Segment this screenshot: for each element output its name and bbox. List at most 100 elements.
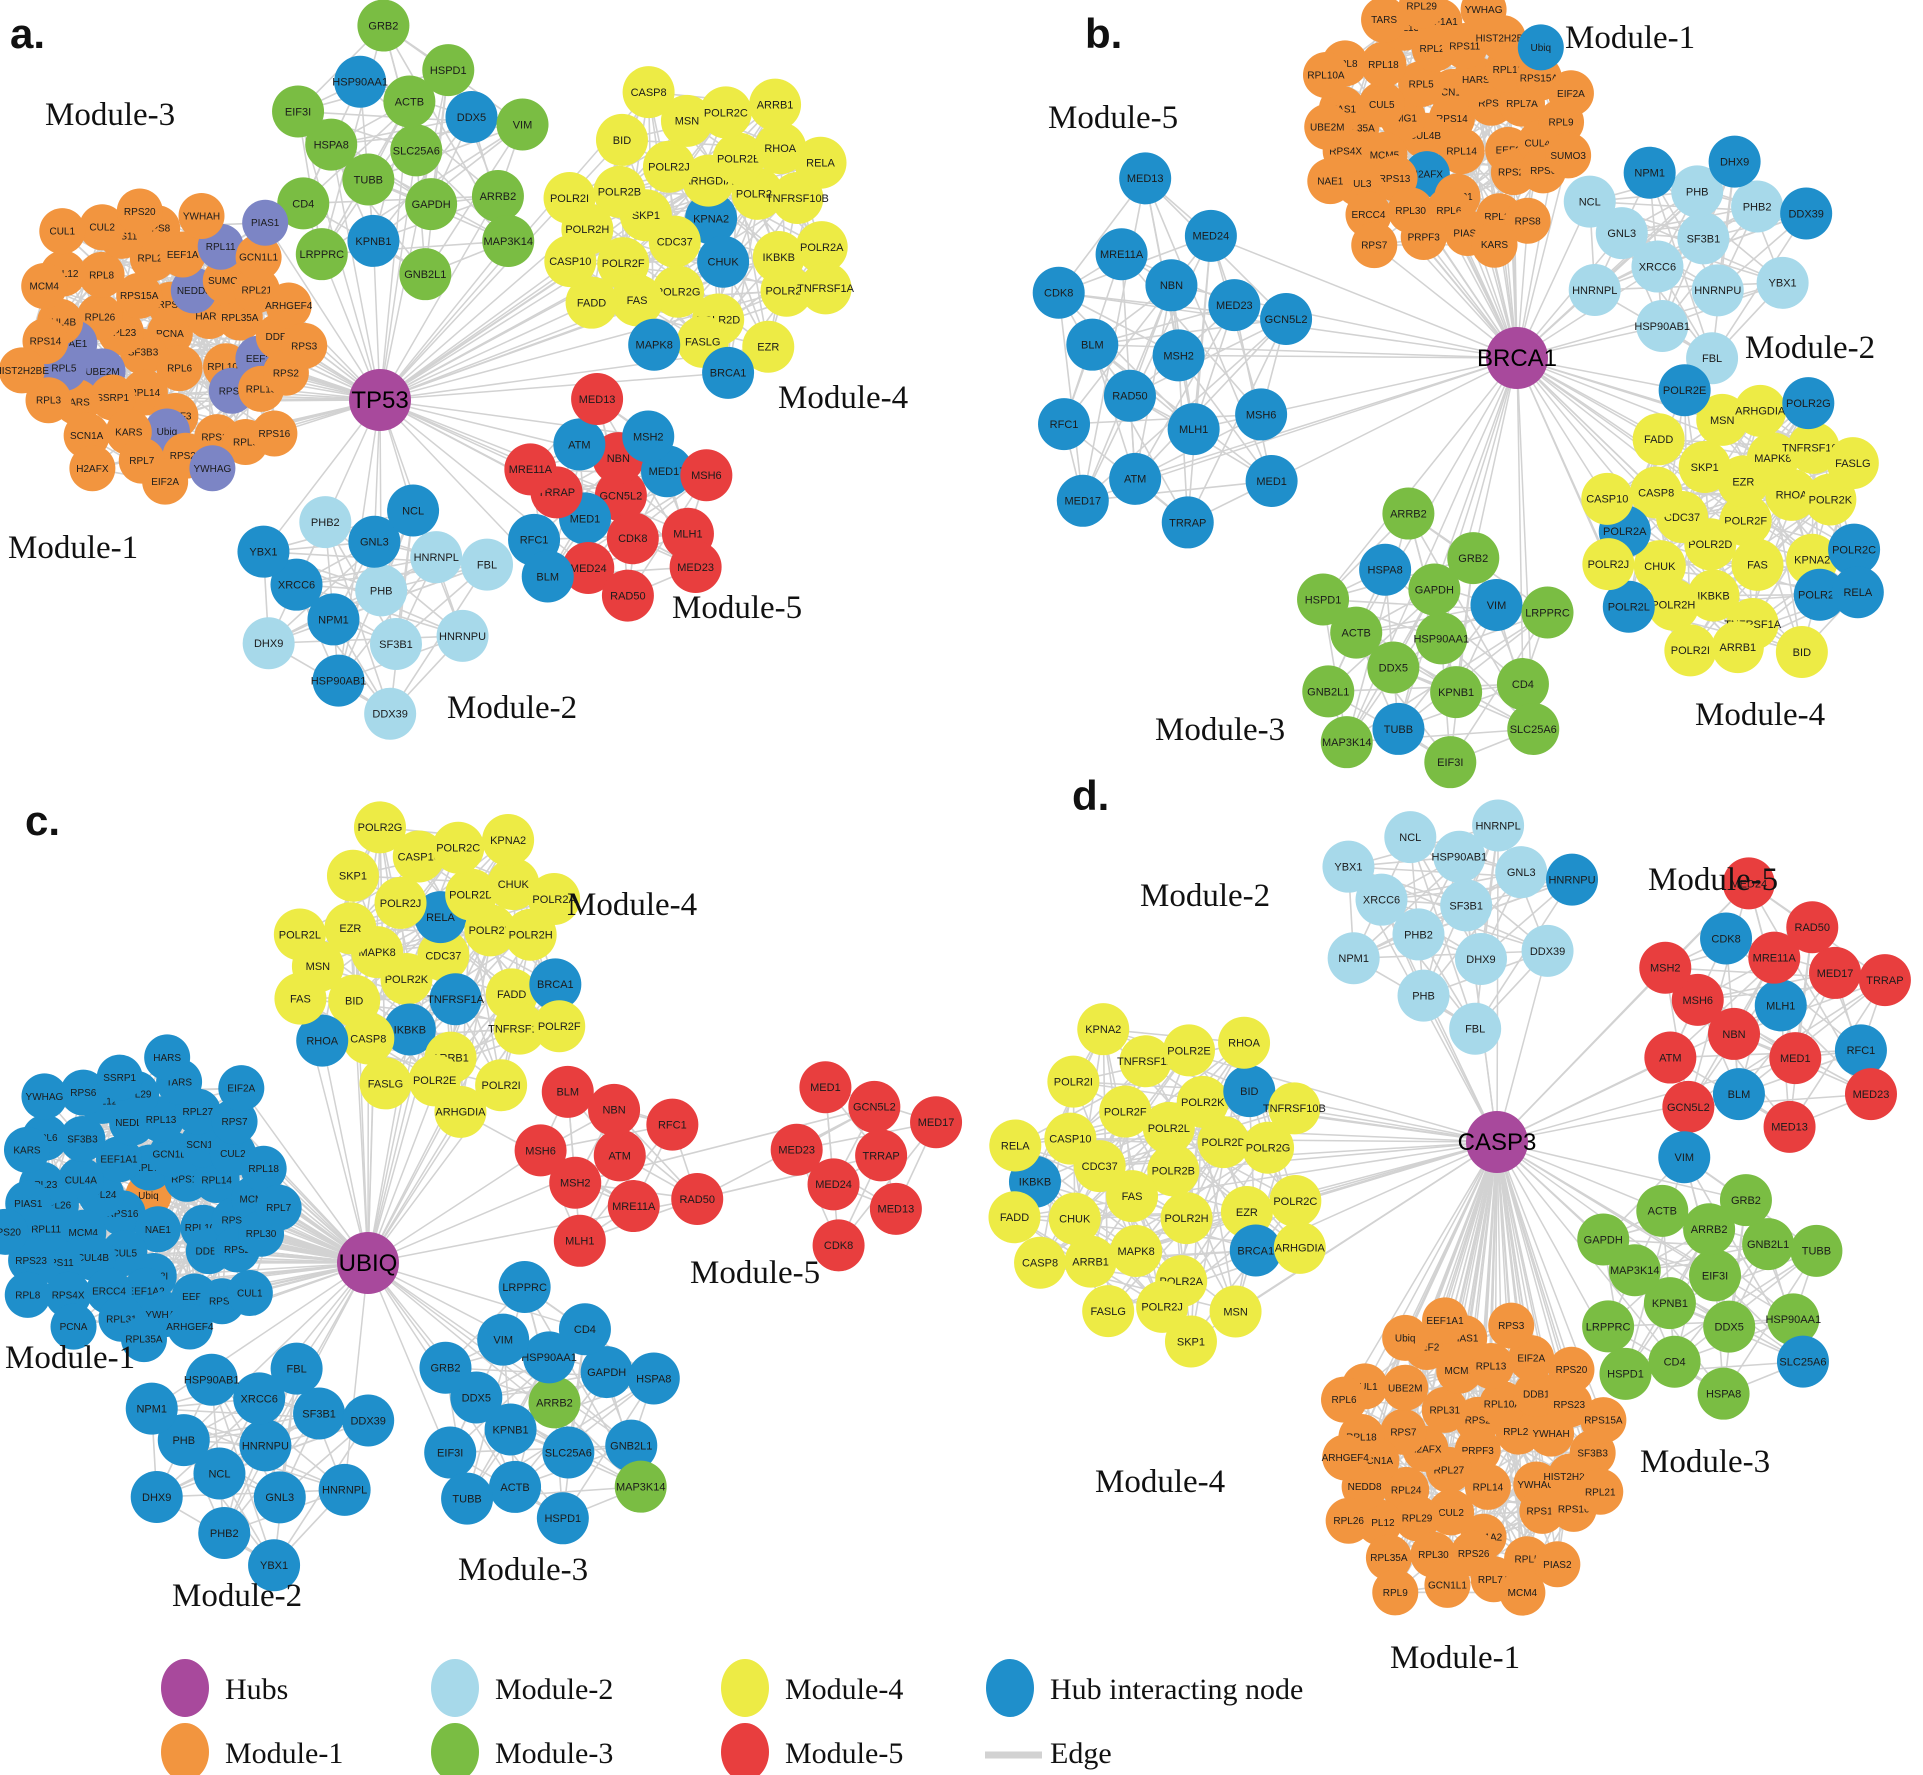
node-RPL26	[1325, 1497, 1372, 1544]
node-MLH1	[1754, 979, 1807, 1032]
node-POLR2F	[533, 1000, 586, 1053]
node-NPM1	[1327, 932, 1380, 985]
node-MED17	[1056, 474, 1109, 527]
node-MED23	[669, 540, 722, 593]
node-KARS	[3, 1126, 50, 1173]
module-caption-c-1: Module-1	[5, 1340, 135, 1376]
edge	[1516, 155, 1569, 359]
edge	[424, 69, 450, 275]
node-RPL29	[1398, 0, 1445, 29]
edge	[368, 123, 523, 181]
node-MAP3K14	[482, 215, 535, 268]
node-HNRNPL	[1472, 799, 1525, 852]
node-EIF3I	[272, 85, 325, 138]
node-CDK8	[812, 1219, 865, 1272]
edge	[1496, 1056, 1671, 1143]
edge	[1418, 878, 1573, 936]
node-CD4	[277, 177, 330, 230]
node-RAD50	[601, 569, 654, 622]
node-ARRB2	[1382, 487, 1435, 540]
panel-letter-a: a.	[10, 10, 45, 57]
node-TARS	[1361, 0, 1408, 43]
legend-swatch-module-3	[431, 1723, 479, 1775]
node-FBL	[1449, 1002, 1502, 1055]
node-HSP90AB1	[1433, 830, 1486, 883]
node-CASP10	[1581, 472, 1634, 525]
node-POLR2C	[1828, 523, 1881, 576]
node-ATM	[553, 418, 606, 471]
node-YBX1	[237, 525, 290, 578]
node-EEF1A1	[1422, 1297, 1469, 1344]
node-XRCC6	[1355, 873, 1408, 926]
edge	[153, 1262, 369, 1277]
node-BRCA1	[529, 958, 582, 1011]
edge	[379, 69, 450, 401]
edge	[330, 144, 381, 401]
edge	[1422, 871, 1522, 997]
module-caption-b-4: Module-3	[1155, 712, 1285, 748]
node-RELA	[1831, 566, 1884, 619]
node-HSP90AA1	[334, 55, 387, 108]
node-TRRAP	[855, 1129, 908, 1182]
node-CD4	[558, 1303, 611, 1356]
edge	[1178, 354, 1518, 359]
edge	[1711, 161, 1736, 359]
module-caption-c-4: Module-2	[172, 1578, 302, 1614]
node-KARS	[1471, 221, 1518, 268]
node-POLR2K	[1176, 1075, 1229, 1128]
node-CUL1	[39, 208, 86, 255]
node-RPL8	[78, 251, 125, 298]
node-SKP1	[1678, 440, 1731, 493]
panel-d: SF3B1PHB2HSP90AB1DHX9XRCC6GNL3PHBNCLDDX3…	[988, 772, 1911, 1676]
edge	[1271, 357, 1518, 482]
edge	[1788, 927, 1814, 1127]
edge	[1496, 1141, 1747, 1201]
node-POLR2I	[475, 1059, 528, 1112]
edge	[1496, 1141, 1794, 1320]
node-HSP90AB1	[185, 1353, 238, 1406]
node-CASP10	[392, 830, 445, 883]
edge	[1353, 950, 1548, 960]
node-RPS6	[60, 1069, 107, 1116]
node-ARHGEF4	[166, 1303, 213, 1350]
node-POLR2I	[1047, 1055, 1100, 1108]
node-MED13	[1763, 1100, 1816, 1153]
hub-label-TP53: TP53	[351, 387, 408, 414]
edge	[1496, 950, 1549, 1143]
node-SSRP1	[89, 374, 136, 421]
node-ATM	[1644, 1031, 1697, 1084]
node-POLR2H	[1160, 1192, 1213, 1245]
node-LRPPRC	[295, 228, 348, 281]
node-ARHGDIA	[434, 1085, 487, 1138]
node-TNFRSF1A	[799, 262, 852, 315]
node-GNL3	[1495, 846, 1548, 899]
node-CUL1	[226, 1270, 273, 1317]
node-BLM	[521, 550, 574, 603]
edge	[1496, 1141, 1573, 1370]
node-MED23	[770, 1123, 823, 1176]
edge	[1474, 825, 1499, 1029]
edge	[1099, 1107, 1295, 1167]
node-SKP1	[1164, 1315, 1217, 1368]
module-caption-b-3: Module-4	[1695, 697, 1825, 733]
node-POLR2E	[1658, 364, 1711, 417]
legend-label-hubs: Hubs	[225, 1673, 288, 1706]
node-TNFRSF10B	[493, 1002, 546, 1055]
node-DDX39	[342, 1394, 395, 1447]
node-CASP10	[1044, 1112, 1097, 1165]
edge	[321, 1040, 369, 1264]
module-caption-c-2: Module-5	[690, 1255, 820, 1291]
node-MAP3K14	[1320, 716, 1373, 769]
node-SUMO3	[1545, 132, 1592, 179]
node-POLR2D	[445, 868, 498, 921]
node-RPL35A	[120, 1316, 167, 1363]
edge	[268, 635, 463, 645]
node-XRCC6	[270, 558, 323, 611]
node-NPM1	[307, 593, 360, 646]
edge	[1657, 212, 1807, 268]
node-PHB	[355, 564, 408, 617]
node-POLR2C	[699, 86, 752, 139]
node-SLC25A6	[1776, 1335, 1829, 1388]
node-NBN	[588, 1083, 641, 1136]
